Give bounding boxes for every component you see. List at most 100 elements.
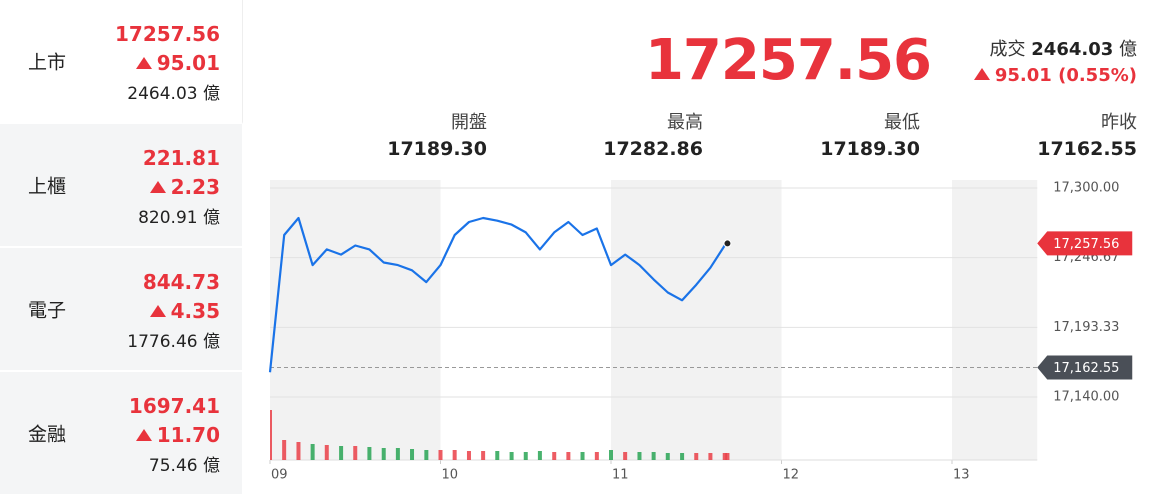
volume-bar	[537, 451, 542, 460]
volume-bar	[680, 453, 685, 460]
index-price: 17257.56	[114, 22, 220, 46]
stat-value: 17189.30	[820, 138, 920, 160]
session-band	[611, 180, 782, 460]
change-value: 11.70	[156, 423, 220, 447]
volume-bar	[424, 450, 429, 460]
volume-bar	[509, 452, 514, 460]
volume-bar	[481, 451, 486, 460]
x-tick-label: 10	[442, 468, 459, 483]
y-tick-label: 17,300.00	[1053, 181, 1119, 196]
volume-bar	[270, 410, 272, 460]
volume-bar	[324, 445, 329, 460]
index-change: 4.35	[149, 299, 220, 323]
y-tick-label: 17,246.67	[1053, 250, 1119, 265]
volume-bar	[367, 447, 372, 460]
index-name: 電子	[28, 299, 67, 322]
volume-bar	[637, 452, 642, 460]
price-line	[268, 216, 729, 373]
stat: 最低 17189.30	[720, 108, 920, 160]
up-arrow	[973, 68, 990, 80]
up-arrow	[135, 429, 152, 441]
last-price-tag-label: 17,257.56	[1053, 237, 1119, 252]
volume-value: 2464.03	[127, 84, 198, 104]
index-volume: 75.46 億	[149, 451, 220, 476]
stat-value: 17189.30	[387, 138, 487, 160]
index-volume: 820.91 億	[138, 203, 220, 228]
stat: 最高 17282.86	[503, 108, 703, 160]
stat: 昨收 17162.55	[937, 108, 1137, 160]
y-tick-label: 17,140.00	[1053, 390, 1119, 405]
index-price: 221.81	[142, 146, 220, 170]
session-band	[952, 180, 1038, 460]
change-value: 2.23	[170, 175, 220, 199]
volume-value: 1776.46	[127, 332, 198, 352]
volume-bar	[566, 452, 571, 460]
volume-bar	[609, 450, 613, 460]
session-band	[270, 180, 441, 460]
x-tick-label: 12	[783, 468, 800, 483]
volume-bar	[381, 448, 386, 460]
stat: 開盤 17189.30	[287, 108, 487, 160]
up-arrow	[149, 181, 166, 193]
index-row[interactable]: 上市 17257.56 95.01 2464.03 億	[0, 0, 243, 124]
volume-bar	[438, 450, 443, 460]
stat-label: 開盤	[451, 112, 487, 133]
volume-bar	[594, 452, 599, 460]
change-value: 95.01	[156, 51, 220, 75]
volume-unit: 億	[203, 208, 220, 228]
volume-value: 75.46	[148, 456, 198, 476]
volume-bar	[395, 448, 400, 460]
volume-bar	[353, 446, 358, 460]
volume-unit: 億	[203, 84, 220, 104]
index-change: 11.70	[135, 423, 220, 447]
index-name: 上櫃	[28, 175, 67, 198]
volume-bar	[552, 452, 557, 460]
volume-bar	[708, 453, 713, 460]
volume-bar	[410, 449, 415, 460]
volume-value: 820.91	[138, 208, 198, 228]
change-value: 4.35	[170, 299, 220, 323]
index-row[interactable]: 金融 1697.41 11.70 75.46 億	[0, 372, 242, 496]
index-row[interactable]: 上櫃 221.81 2.23 820.91 億	[0, 124, 242, 248]
quote-change: 95.01 (0.55%)	[973, 65, 1137, 86]
last-price-tag	[1037, 231, 1133, 256]
change-value: 95.01	[994, 65, 1052, 86]
index-sidebar: 上市 17257.56 95.01 2464.03 億 上櫃 221.81 2.…	[0, 0, 243, 496]
volume-bar	[580, 452, 585, 460]
index-price: 1697.41	[128, 394, 220, 418]
turnover-value: 2464.03	[1031, 39, 1114, 60]
volume-bar	[651, 452, 656, 460]
volume-bar	[339, 446, 344, 460]
index-row[interactable]: 電子 844.73 4.35 1776.46 億	[0, 248, 242, 372]
volume-bar	[452, 450, 457, 460]
index-price: 844.73	[142, 270, 220, 294]
volume-bar	[725, 453, 730, 460]
index-volume: 2464.03 億	[127, 79, 220, 104]
volume-bar	[665, 453, 670, 460]
stat-label: 最低	[884, 112, 920, 133]
volume-bar	[495, 451, 500, 460]
stat-value: 17282.86	[603, 138, 703, 160]
turnover-label: 成交	[989, 39, 1026, 60]
index-change: 95.01	[135, 51, 220, 75]
last-point	[723, 239, 732, 248]
volume-unit: 億	[203, 456, 220, 476]
index-change: 2.23	[149, 175, 220, 199]
volume-bar	[466, 451, 471, 460]
x-tick-label: 11	[612, 468, 629, 483]
volume-bar	[296, 442, 301, 460]
prev-close-tag	[1037, 355, 1133, 380]
stat-label: 昨收	[1101, 112, 1137, 133]
volume-bar	[523, 452, 528, 460]
change-percent: (0.55%)	[1058, 65, 1137, 86]
volume-bar	[722, 453, 727, 460]
index-name: 上市	[28, 51, 67, 74]
stat-value: 17162.55	[1037, 138, 1137, 160]
up-arrow	[149, 305, 166, 317]
stat-label: 最高	[667, 112, 703, 133]
volume-bar	[694, 453, 699, 460]
volume-bar	[310, 444, 315, 460]
turnover-unit: 億	[1119, 39, 1137, 60]
index-name: 金融	[28, 423, 67, 446]
